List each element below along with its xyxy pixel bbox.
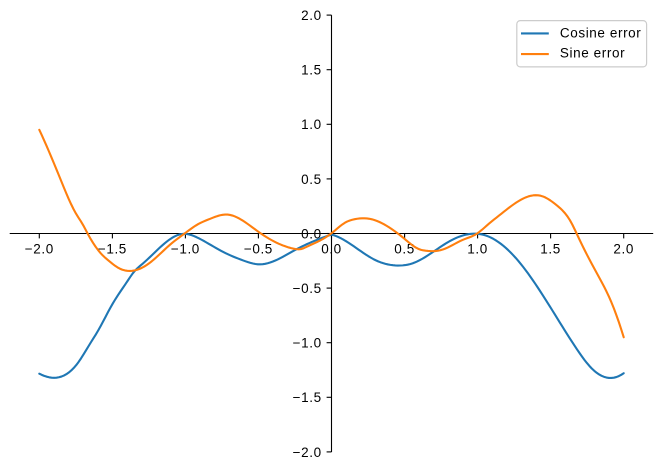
svg-text:−2.0: −2.0 — [25, 242, 54, 257]
svg-text:−2.0: −2.0 — [293, 445, 322, 460]
svg-text:0.0: 0.0 — [321, 242, 342, 257]
svg-text:−0.5: −0.5 — [244, 242, 273, 257]
svg-text:−1.5: −1.5 — [98, 242, 127, 257]
svg-text:1.5: 1.5 — [540, 242, 561, 257]
svg-text:0.0: 0.0 — [301, 226, 322, 241]
svg-text:−0.5: −0.5 — [293, 281, 322, 296]
svg-text:−1.0: −1.0 — [293, 336, 322, 351]
svg-text:2.0: 2.0 — [613, 242, 634, 257]
svg-text:−1.5: −1.5 — [293, 390, 322, 405]
svg-text:Cosine error: Cosine error — [560, 25, 641, 40]
svg-text:0.5: 0.5 — [394, 242, 415, 257]
svg-text:1.0: 1.0 — [467, 242, 488, 257]
svg-text:2.0: 2.0 — [301, 8, 322, 23]
svg-text:Sine error: Sine error — [560, 45, 625, 60]
svg-text:0.5: 0.5 — [301, 172, 322, 187]
svg-text:1.5: 1.5 — [301, 63, 322, 78]
svg-text:1.0: 1.0 — [301, 117, 322, 132]
svg-text:−1.0: −1.0 — [171, 242, 200, 257]
